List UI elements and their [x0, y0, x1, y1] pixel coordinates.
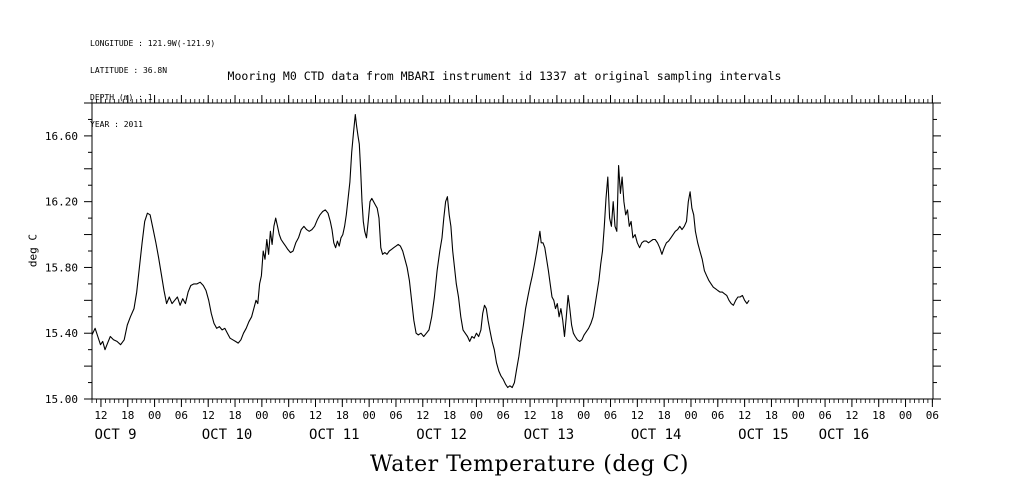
x-tick-label: 12	[845, 409, 858, 422]
x-tick-label: 00	[470, 409, 483, 422]
x-tick-label: 18	[658, 409, 671, 422]
x-tick-label: 18	[228, 409, 241, 422]
x-tick-label: 12	[631, 409, 644, 422]
y-tick-label: 15.40	[45, 327, 78, 340]
series-line-water-temperature	[91, 113, 750, 389]
x-tick-label: 00	[899, 409, 912, 422]
x-tick-label: 12	[202, 409, 215, 422]
x-day-label: OCT 9	[94, 427, 136, 443]
x-tick-label: 00	[792, 409, 805, 422]
x-tick-label: 18	[550, 409, 563, 422]
depth-text: DEPTH (m) : 1	[90, 93, 153, 102]
x-day-label: OCT 16	[819, 427, 870, 443]
y-tick-label: 16.60	[45, 130, 78, 143]
x-tick-label: 18	[443, 409, 456, 422]
x-tick-label: 00	[148, 409, 161, 422]
x-day-label: OCT 11	[309, 427, 360, 443]
x-tick-label: 06	[926, 409, 939, 422]
x-tick-label: 06	[604, 409, 617, 422]
x-tick-label: 06	[818, 409, 831, 422]
latitude-text: LATITUDE : 36.8N	[90, 66, 168, 75]
x-day-label: OCT 14	[631, 427, 682, 443]
metadata-block: LONGITUDE : 121.9W(-121.9) LATITUDE : 36…	[90, 21, 215, 138]
y-tick-label: 15.80	[45, 261, 78, 274]
x-tick-label: 00	[577, 409, 590, 422]
x-day-label: OCT 10	[202, 427, 253, 443]
x-axis-title: Water Temperature (deg C)	[370, 452, 689, 477]
x-day-label: OCT 12	[416, 427, 467, 443]
x-tick-label: 06	[389, 409, 402, 422]
x-tick-label: 06	[711, 409, 724, 422]
longitude-text: LONGITUDE : 121.9W(-121.9)	[90, 39, 216, 48]
x-tick-label: 06	[175, 409, 188, 422]
x-tick-label: 18	[336, 409, 349, 422]
x-tick-label: 12	[416, 409, 429, 422]
plot-frame	[91, 102, 934, 400]
x-day-label: OCT 13	[524, 427, 575, 443]
x-tick-label: 18	[121, 409, 134, 422]
chart-title: Mooring M0 CTD data from MBARI instrumen…	[227, 69, 782, 83]
x-tick-label: 06	[282, 409, 295, 422]
x-tick-label: 12	[309, 409, 322, 422]
x-tick-label: 18	[765, 409, 778, 422]
y-tick-label: 16.20	[45, 196, 78, 209]
year-text: YEAR : 2011	[90, 120, 143, 129]
y-tick-label: 15.00	[45, 393, 78, 406]
x-tick-label: 06	[497, 409, 510, 422]
x-tick-label: 00	[363, 409, 376, 422]
x-tick-label: 00	[255, 409, 268, 422]
x-day-label: OCT 15	[738, 427, 789, 443]
x-tick-label: 12	[523, 409, 536, 422]
x-tick-label: 12	[94, 409, 107, 422]
x-tick-label: 18	[872, 409, 885, 422]
x-tick-label: 12	[738, 409, 751, 422]
x-tick-label: 00	[684, 409, 697, 422]
